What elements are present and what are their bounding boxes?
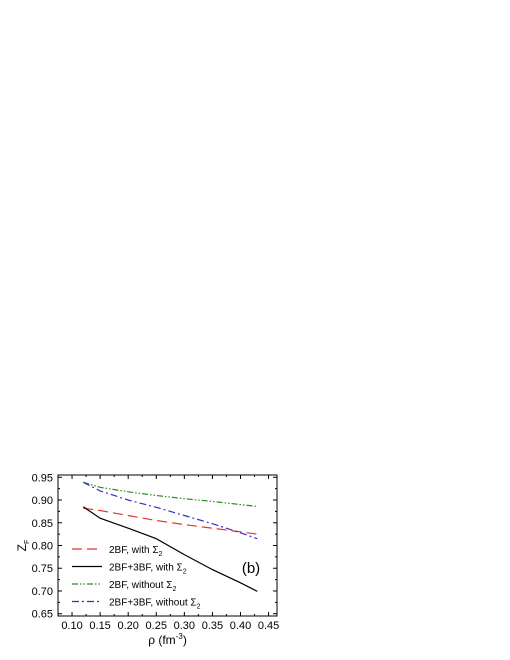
y-tick-label: 0.95 <box>32 472 53 484</box>
x-tick-label: 0.30 <box>174 620 195 632</box>
legend-label-3: 2BF, without Σ2 <box>109 580 176 593</box>
x-tick-label: 0.20 <box>117 620 138 632</box>
legend-label-2: 2BF+3BF, with Σ2 <box>109 563 187 576</box>
x-axis-label: ρ (fm-3) <box>148 632 187 647</box>
series-line-4 <box>83 481 258 540</box>
x-tick-label: 0.35 <box>202 620 223 632</box>
x-axis-label-sup: -3 <box>176 632 184 641</box>
y-tick-label: 0.70 <box>32 586 53 598</box>
legend-label-1: 2BF, with Σ2 <box>109 545 163 558</box>
y-tick-label: 0.80 <box>32 541 53 553</box>
axis-ticks: 0.10 0.15 0.20 0.25 0.30 0.35 0.40 0.45 0.65 0.70… <box>32 472 280 632</box>
series-line-3 <box>83 481 258 507</box>
y-axis-label-main: Z <box>15 544 29 551</box>
legend: 2BF, with Σ2 2BF+3BF, with Σ2 2BF, without… <box>72 545 201 611</box>
y-axis-label-sub: F <box>24 540 31 544</box>
x-tick-label: 0.10 <box>61 620 82 632</box>
y-tick-label: 0.65 <box>32 609 53 621</box>
x-tick-label: 0.45 <box>258 620 279 632</box>
y-axis-label: ZF <box>15 540 31 552</box>
x-axis-label-main: ρ (fm <box>148 633 176 647</box>
x-tick-label: 0.40 <box>230 620 251 632</box>
panel-label: (b) <box>242 560 260 577</box>
series-layer <box>82 481 258 592</box>
plot-area: 0.10 0.15 0.20 0.25 0.30 0.35 0.40 0.45 0.65 0.70… <box>32 472 280 632</box>
y-tick-label: 0.85 <box>32 518 53 530</box>
y-tick-label: 0.75 <box>32 563 53 575</box>
y-tick-label: 0.90 <box>32 495 53 507</box>
x-tick-label: 0.25 <box>146 620 167 632</box>
series-line-2 <box>82 506 258 592</box>
x-axis-label-tail: ) <box>183 633 187 647</box>
legend-label-4: 2BF+3BF, without Σ2 <box>109 598 201 611</box>
x-tick-label: 0.15 <box>89 620 110 632</box>
